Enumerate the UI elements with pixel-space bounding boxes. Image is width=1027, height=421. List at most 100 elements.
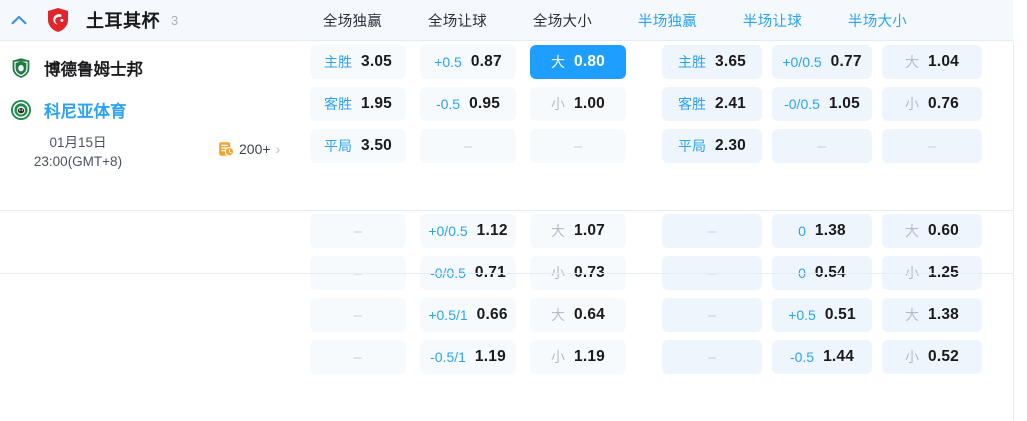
odds-cell-label: 大 — [905, 54, 920, 70]
odds-cell-b0-r2-c2[interactable]: – — [530, 129, 626, 163]
odds-cell-b0-r2-c0[interactable]: 平局 3.50 — [310, 129, 406, 163]
odds-cell-b0-r0-c3[interactable]: 主胜 3.65 — [662, 45, 762, 79]
odds-cell-label: 主胜 — [678, 54, 707, 70]
odds-cell-b2-r0-c2[interactable]: 大 0.64 — [530, 298, 626, 332]
tab-market-3[interactable]: 半场独赢 — [637, 13, 698, 30]
odds-cell-b2-r0-c1[interactable]: +0.5/1 0.66 — [420, 298, 516, 332]
odds-cell-label: 大 — [905, 223, 920, 239]
odds-cell-b1-r0-c4[interactable]: 0 1.38 — [772, 214, 872, 248]
odds-empty-dash: – — [707, 306, 717, 324]
odds-cell-value: 0.77 — [830, 53, 862, 70]
odds-empty-dash: – — [463, 137, 473, 155]
odds-cell-value: 0.71 — [474, 264, 506, 281]
odds-cell-label: -0/0.5 — [784, 96, 820, 112]
odds-cell-b1-r0-c2[interactable]: 大 1.07 — [530, 214, 626, 248]
tab-market-2[interactable]: 全场大小 — [532, 13, 593, 30]
odds-empty-dash: – — [353, 222, 363, 240]
odds-cell-label: +0.5 — [434, 54, 462, 70]
odds-cell-label: -0.5/1 — [430, 349, 466, 365]
odds-cell-b0-r0-c0[interactable]: 主胜 3.05 — [310, 45, 406, 79]
odds-cell-label: 大 — [551, 223, 566, 239]
odds-cell-label: +0.5/1 — [428, 307, 468, 323]
odds-cell-value: 0.95 — [469, 95, 501, 112]
odds-cell-label: 小 — [551, 96, 566, 112]
match-time: 23:00(GMT+8) — [33, 154, 123, 169]
odds-block-divider — [0, 210, 1013, 211]
odds-cell-b2-r0-c3[interactable]: – — [662, 298, 762, 332]
odds-cell-b2-r0-c4[interactable]: +0.5 0.51 — [772, 298, 872, 332]
turkey-cup-shield-icon — [44, 6, 72, 34]
odds-cell-label: 客胜 — [678, 96, 707, 112]
odds-cell-b0-r0-c1[interactable]: +0.5 0.87 — [420, 45, 516, 79]
tab-market-5[interactable]: 半场大小 — [847, 13, 908, 30]
more-markets-button[interactable]: 200+ › — [218, 141, 280, 157]
odds-cell-value: 1.00 — [574, 95, 605, 112]
odds-cell-value: 1.05 — [828, 95, 860, 112]
odds-cell-value: 2.41 — [715, 95, 746, 112]
odds-cell-value: 0.76 — [928, 95, 959, 112]
league-name[interactable]: 土耳其杯 — [86, 11, 160, 31]
odds-cell-label: +0/0.5 — [782, 54, 822, 70]
odds-empty-dash: – — [817, 137, 827, 155]
odds-cell-b2-r1-c0[interactable]: – — [310, 340, 406, 374]
tab-market-0[interactable]: 全场独赢 — [322, 13, 383, 30]
odds-cell-b2-r1-c5[interactable]: 小 0.52 — [882, 340, 982, 374]
home-team-name: 博德鲁姆士邦 — [44, 61, 143, 79]
odds-cell-label: 0 — [798, 223, 806, 239]
away-team-crest-icon — [10, 99, 32, 121]
odds-cell-label: 主胜 — [324, 54, 353, 70]
odds-cell-b1-r0-c1[interactable]: +0/0.5 1.12 — [420, 214, 516, 248]
odds-cell-b1-r0-c0[interactable]: – — [310, 214, 406, 248]
home-team-crest-icon — [10, 57, 32, 79]
odds-cell-b0-r0-c5[interactable]: 大 1.04 — [882, 45, 982, 79]
odds-cell-value: 1.19 — [574, 348, 605, 365]
odds-cell-value: 2.30 — [715, 137, 746, 154]
odds-cell-b0-r2-c3[interactable]: 平局 2.30 — [662, 129, 762, 163]
market-tabs: 全场独赢 全场让球 全场大小 半场独赢 半场让球 半场大小 — [300, 0, 930, 40]
odds-cell-label: 小 — [905, 349, 920, 365]
odds-cell-b0-r2-c4[interactable]: – — [772, 129, 872, 163]
tab-market-1[interactable]: 全场让球 — [427, 13, 488, 30]
odds-cell-value: 1.19 — [474, 348, 506, 365]
odds-cell-b1-r0-c3[interactable]: – — [662, 214, 762, 248]
odds-cell-value: 1.04 — [928, 53, 959, 70]
odds-empty-dash: – — [573, 137, 583, 155]
odds-cell-label: 客胜 — [324, 96, 353, 112]
odds-cell-b0-r2-c5[interactable]: – — [882, 129, 982, 163]
odds-cell-b0-r1-c4[interactable]: -0/0.5 1.05 — [772, 87, 872, 121]
odds-cell-b0-r2-c1[interactable]: – — [420, 129, 516, 163]
chevron-right-icon: › — [275, 141, 281, 157]
away-team-row[interactable]: 科尼亚体育 — [10, 96, 127, 124]
tab-market-4[interactable]: 半场让球 — [742, 13, 803, 30]
odds-cell-b0-r0-c2[interactable]: 大 0.80 — [530, 45, 626, 79]
odds-cell-label: 平局 — [324, 138, 353, 154]
odds-cell-b2-r1-c3[interactable]: – — [662, 340, 762, 374]
league-match-count: 3 — [171, 12, 179, 28]
odds-cell-b2-r1-c1[interactable]: -0.5/1 1.19 — [420, 340, 516, 374]
odds-empty-dash: – — [707, 348, 717, 366]
odds-cell-b0-r1-c5[interactable]: 小 0.76 — [882, 87, 982, 121]
odds-cell-b2-r0-c0[interactable]: – — [310, 298, 406, 332]
odds-cell-b0-r1-c3[interactable]: 客胜 2.41 — [662, 87, 762, 121]
odds-cell-b0-r1-c2[interactable]: 小 1.00 — [530, 87, 626, 121]
odds-cell-label: +0.5 — [788, 307, 816, 323]
odds-cell-value: 0.73 — [574, 264, 605, 281]
odds-cell-value: 1.38 — [928, 306, 959, 323]
header-divider — [0, 40, 1013, 41]
odds-cell-b2-r0-c5[interactable]: 大 1.38 — [882, 298, 982, 332]
odds-cell-value: 0.52 — [928, 348, 959, 365]
away-team-name: 科尼亚体育 — [44, 103, 127, 121]
document-clock-icon — [218, 141, 235, 157]
chevron-up-icon[interactable] — [0, 0, 38, 40]
home-team-row[interactable]: 博德鲁姆士邦 — [10, 54, 143, 82]
odds-cell-b0-r0-c4[interactable]: +0/0.5 0.77 — [772, 45, 872, 79]
odds-cell-b0-r1-c1[interactable]: -0.5 0.95 — [420, 87, 516, 121]
odds-cell-b2-r1-c4[interactable]: -0.5 1.44 — [772, 340, 872, 374]
odds-cell-value: 0.60 — [928, 222, 959, 239]
odds-cell-label: 小 — [905, 96, 920, 112]
odds-cell-b2-r1-c2[interactable]: 小 1.19 — [530, 340, 626, 374]
odds-cell-b0-r1-c0[interactable]: 客胜 1.95 — [310, 87, 406, 121]
odds-cell-b1-r0-c5[interactable]: 大 0.60 — [882, 214, 982, 248]
odds-cell-value: 1.07 — [574, 222, 605, 239]
